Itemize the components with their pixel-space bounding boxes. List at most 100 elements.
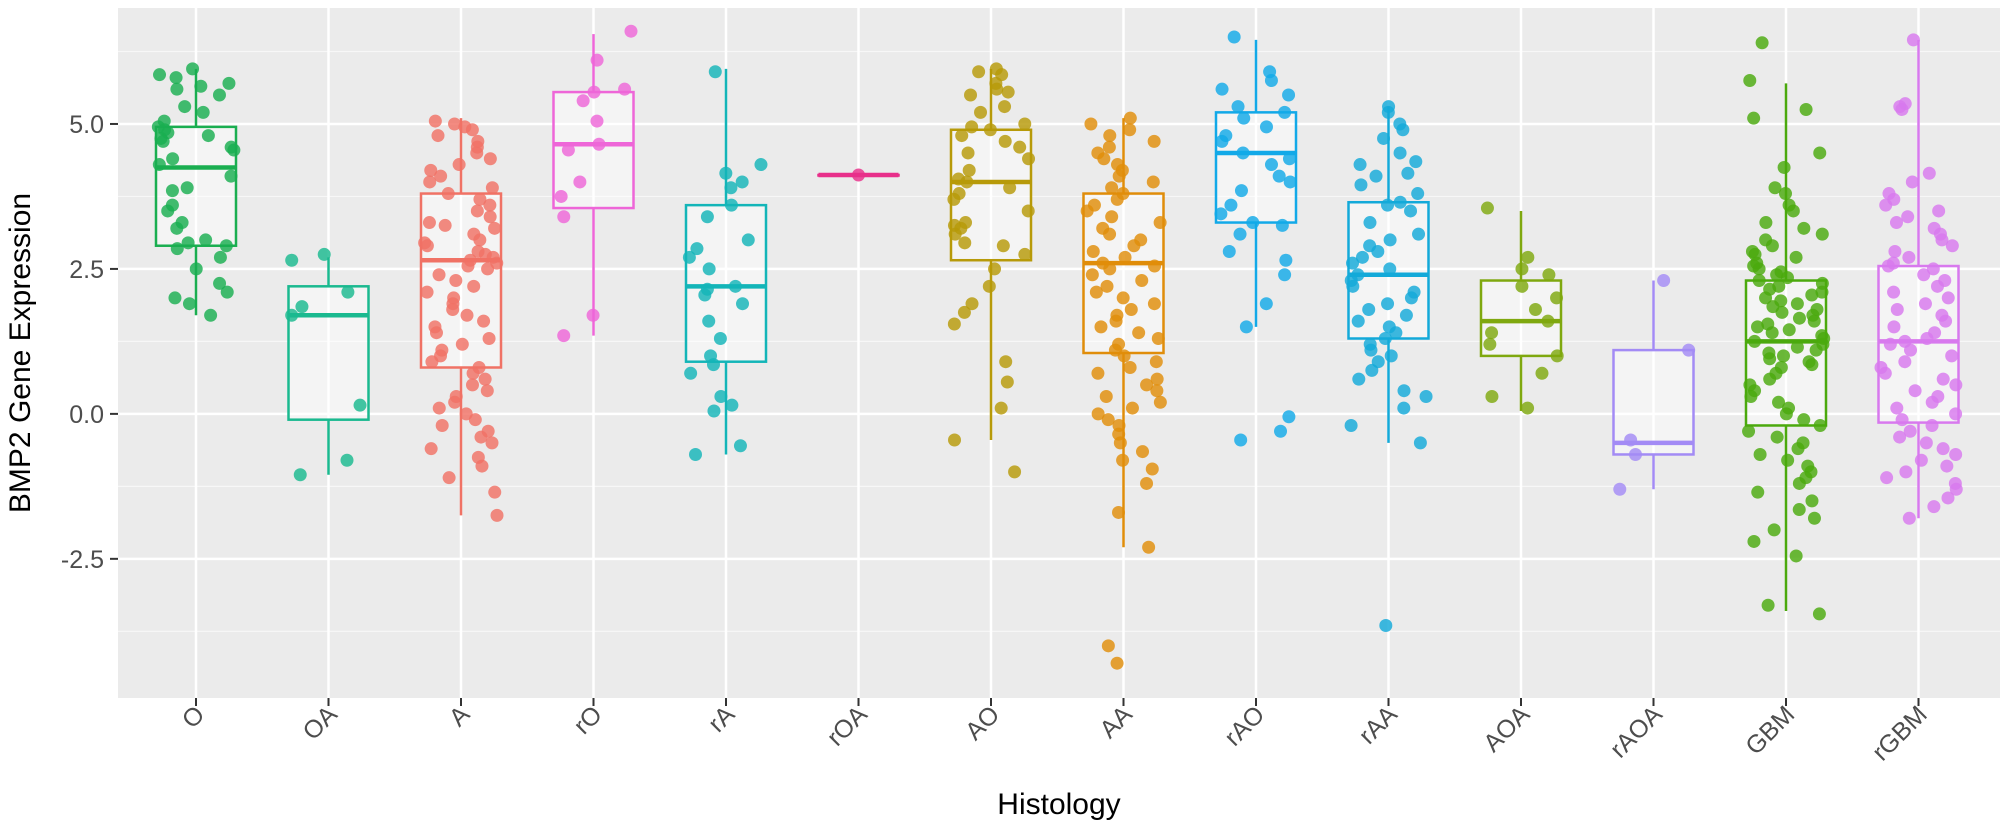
data-point <box>1084 117 1098 131</box>
data-point <box>1127 239 1141 253</box>
data-point <box>1283 175 1297 189</box>
data-point <box>1949 447 1963 461</box>
data-point <box>1352 372 1366 386</box>
box-group-AO <box>947 62 1036 479</box>
data-point <box>473 192 487 206</box>
data-point <box>1003 181 1017 195</box>
data-point <box>1528 303 1542 317</box>
data-point <box>964 88 978 102</box>
data-point <box>219 239 233 253</box>
data-point <box>1101 413 1115 427</box>
data-point <box>1927 500 1941 514</box>
data-point <box>1091 407 1105 421</box>
data-point <box>707 404 721 418</box>
data-point <box>1772 395 1786 409</box>
data-point <box>1105 181 1119 195</box>
data-point <box>1613 482 1627 496</box>
data-point <box>1887 285 1901 299</box>
y-tick-label: 2.5 <box>69 256 104 284</box>
data-point <box>1246 216 1260 230</box>
data-point <box>448 117 462 131</box>
data-point <box>958 236 972 250</box>
data-point <box>957 305 971 319</box>
data-point <box>1214 207 1228 221</box>
data-point <box>1890 303 1904 317</box>
data-point <box>1941 491 1955 505</box>
data-point <box>1926 262 1940 276</box>
data-point <box>1940 459 1954 473</box>
data-point <box>488 485 502 499</box>
data-point <box>725 398 739 412</box>
data-point <box>1371 245 1385 259</box>
data-point <box>465 123 479 137</box>
data-point <box>965 297 979 311</box>
data-point <box>1939 314 1953 328</box>
data-point <box>1344 418 1358 432</box>
data-point <box>455 337 469 351</box>
data-point <box>948 433 962 447</box>
data-point <box>1393 146 1407 160</box>
data-point <box>961 146 975 160</box>
data-point <box>1807 511 1821 525</box>
plot-panel <box>118 8 2000 698</box>
data-point <box>1389 326 1403 340</box>
data-point <box>1109 314 1123 328</box>
data-point <box>1805 494 1819 508</box>
data-point <box>1521 250 1535 264</box>
data-point <box>1791 442 1805 456</box>
data-point <box>485 436 499 450</box>
data-point <box>1815 285 1829 299</box>
data-point <box>227 143 241 157</box>
data-point <box>1397 384 1411 398</box>
data-point <box>1812 607 1826 621</box>
box-group-rGBM <box>1874 33 1963 525</box>
data-point <box>340 453 354 467</box>
data-point <box>1147 297 1161 311</box>
data-point <box>1483 337 1497 351</box>
data-point <box>1381 105 1395 119</box>
data-point <box>983 123 997 137</box>
data-point <box>441 187 455 201</box>
data-point <box>425 355 439 369</box>
data-point <box>994 401 1008 415</box>
data-point <box>1813 418 1827 432</box>
data-point <box>1153 216 1167 230</box>
data-point <box>196 105 210 119</box>
data-point <box>1753 447 1767 461</box>
y-axis-title: BMP2 Gene Expression <box>4 193 37 513</box>
data-point <box>1780 271 1794 285</box>
data-point <box>1264 158 1278 172</box>
data-point <box>1021 204 1035 218</box>
data-point <box>161 204 175 218</box>
data-point <box>1233 227 1247 241</box>
data-point <box>1353 158 1367 172</box>
data-point <box>1355 250 1369 264</box>
data-point <box>1759 291 1773 305</box>
data-point <box>682 250 696 264</box>
data-point <box>1779 187 1793 201</box>
box-group-rAA <box>1344 100 1433 633</box>
data-point <box>1236 146 1250 160</box>
data-point <box>317 247 331 261</box>
data-point <box>1949 482 1963 496</box>
data-point <box>1362 303 1376 317</box>
data-point <box>170 242 184 256</box>
data-point <box>201 129 215 143</box>
data-point <box>1145 462 1159 476</box>
data-point <box>1112 169 1126 183</box>
data-point <box>1485 326 1499 340</box>
data-point <box>1112 505 1126 519</box>
data-point <box>1550 291 1564 305</box>
data-point <box>1113 436 1127 450</box>
data-point <box>1541 314 1555 328</box>
data-point <box>1682 343 1696 357</box>
data-point <box>1759 216 1773 230</box>
data-point <box>1123 123 1137 137</box>
data-point <box>988 262 1002 276</box>
data-point <box>1755 36 1769 50</box>
data-point <box>1765 239 1779 253</box>
data-point <box>475 459 489 473</box>
data-point <box>1118 250 1132 264</box>
data-point <box>168 291 182 305</box>
